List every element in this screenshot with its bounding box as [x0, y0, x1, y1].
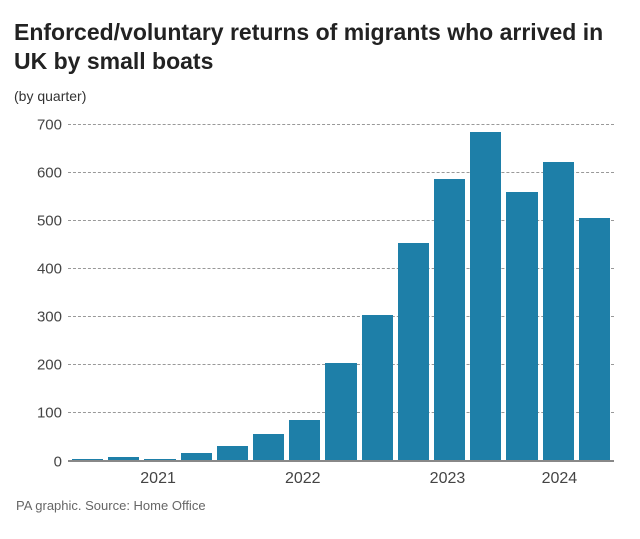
y-tick-label: 300	[22, 309, 62, 326]
y-tick-label: 200	[22, 357, 62, 374]
bars-group	[68, 116, 614, 462]
y-tick-label: 100	[22, 405, 62, 422]
bar	[579, 218, 610, 461]
chart-source: PA graphic. Source: Home Office	[16, 498, 626, 513]
y-tick-label: 400	[22, 261, 62, 278]
bar	[543, 162, 574, 462]
bar	[506, 192, 537, 461]
bar	[325, 363, 356, 462]
y-tick-label: 500	[22, 213, 62, 230]
bar	[362, 315, 393, 462]
x-axis-labels: 2021 2022 2023 2024	[68, 466, 614, 492]
chart-container: Enforced/voluntary returns of migrants w…	[0, 0, 640, 523]
y-tick-label: 0	[22, 453, 62, 470]
plot-area	[68, 116, 614, 462]
y-tick-label: 700	[22, 117, 62, 134]
bar	[398, 243, 429, 462]
x-tick-label: 2021	[140, 470, 176, 488]
chart-title: Enforced/voluntary returns of migrants w…	[14, 18, 626, 76]
bar	[470, 132, 501, 462]
x-tick-label: 2023	[430, 470, 466, 488]
chart-area: 0 100 200 300 400 500 600 700 2021 2022 2023 2024	[22, 112, 626, 492]
x-tick-label: 2024	[542, 470, 578, 488]
y-tick-label: 600	[22, 165, 62, 182]
bar	[434, 179, 465, 462]
baseline	[68, 460, 614, 462]
bar	[289, 420, 320, 461]
chart-subtitle: (by quarter)	[14, 88, 626, 104]
x-tick-label: 2022	[285, 470, 321, 488]
bar	[253, 434, 284, 462]
